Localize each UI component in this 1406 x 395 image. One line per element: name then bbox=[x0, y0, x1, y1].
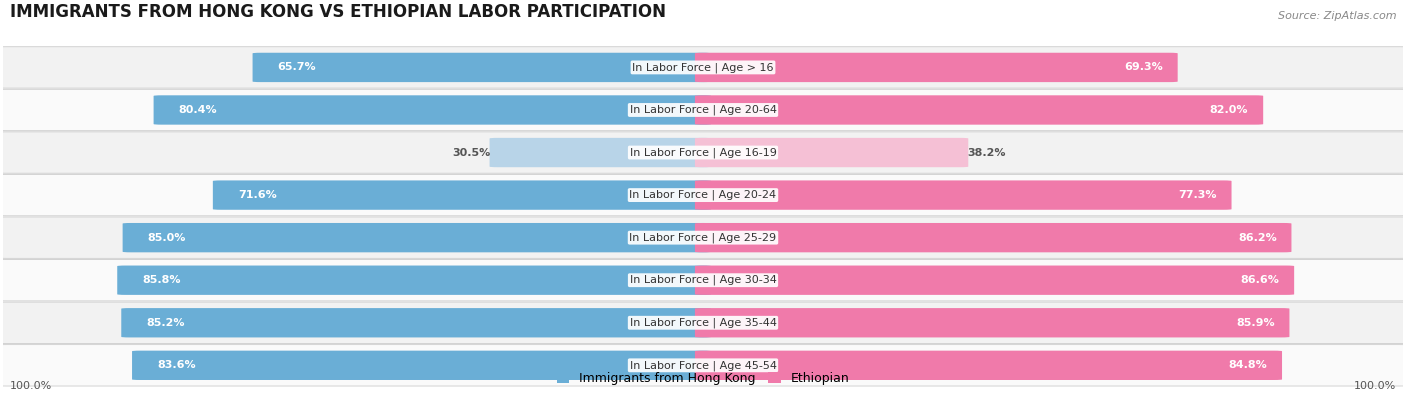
FancyBboxPatch shape bbox=[0, 260, 1406, 301]
Text: 69.3%: 69.3% bbox=[1125, 62, 1163, 72]
Text: In Labor Force | Age 25-29: In Labor Force | Age 25-29 bbox=[630, 232, 776, 243]
Text: 100.0%: 100.0% bbox=[10, 381, 52, 391]
FancyBboxPatch shape bbox=[132, 351, 711, 380]
FancyBboxPatch shape bbox=[0, 217, 1406, 258]
Text: 85.8%: 85.8% bbox=[142, 275, 180, 285]
FancyBboxPatch shape bbox=[489, 138, 711, 167]
FancyBboxPatch shape bbox=[695, 181, 1232, 210]
FancyBboxPatch shape bbox=[695, 138, 969, 167]
Text: 86.6%: 86.6% bbox=[1240, 275, 1279, 285]
Text: In Labor Force | Age 16-19: In Labor Force | Age 16-19 bbox=[630, 147, 776, 158]
Text: 85.0%: 85.0% bbox=[148, 233, 186, 243]
FancyBboxPatch shape bbox=[0, 302, 1406, 344]
Text: 38.2%: 38.2% bbox=[967, 148, 1005, 158]
Text: 65.7%: 65.7% bbox=[277, 62, 316, 72]
FancyBboxPatch shape bbox=[0, 132, 1406, 173]
FancyBboxPatch shape bbox=[253, 53, 711, 82]
FancyBboxPatch shape bbox=[695, 223, 1292, 252]
Text: In Labor Force | Age 20-64: In Labor Force | Age 20-64 bbox=[630, 105, 776, 115]
Text: In Labor Force | Age > 16: In Labor Force | Age > 16 bbox=[633, 62, 773, 73]
FancyBboxPatch shape bbox=[212, 181, 711, 210]
FancyBboxPatch shape bbox=[695, 53, 1178, 82]
FancyBboxPatch shape bbox=[153, 95, 711, 125]
Text: 80.4%: 80.4% bbox=[179, 105, 217, 115]
Text: 86.2%: 86.2% bbox=[1237, 233, 1277, 243]
Text: Source: ZipAtlas.com: Source: ZipAtlas.com bbox=[1278, 11, 1396, 21]
Text: 83.6%: 83.6% bbox=[157, 360, 195, 371]
Legend: Immigrants from Hong Kong, Ethiopian: Immigrants from Hong Kong, Ethiopian bbox=[551, 367, 855, 390]
Text: 85.9%: 85.9% bbox=[1236, 318, 1275, 328]
Text: In Labor Force | Age 35-44: In Labor Force | Age 35-44 bbox=[630, 318, 776, 328]
FancyBboxPatch shape bbox=[0, 175, 1406, 216]
Text: 30.5%: 30.5% bbox=[453, 148, 491, 158]
FancyBboxPatch shape bbox=[117, 265, 711, 295]
FancyBboxPatch shape bbox=[0, 47, 1406, 88]
Text: 85.2%: 85.2% bbox=[146, 318, 184, 328]
Text: In Labor Force | Age 45-54: In Labor Force | Age 45-54 bbox=[630, 360, 776, 371]
Text: In Labor Force | Age 20-24: In Labor Force | Age 20-24 bbox=[630, 190, 776, 200]
FancyBboxPatch shape bbox=[695, 95, 1263, 125]
FancyBboxPatch shape bbox=[695, 308, 1289, 337]
Text: 84.8%: 84.8% bbox=[1229, 360, 1267, 371]
Text: In Labor Force | Age 30-34: In Labor Force | Age 30-34 bbox=[630, 275, 776, 286]
FancyBboxPatch shape bbox=[0, 344, 1406, 386]
Text: 82.0%: 82.0% bbox=[1211, 105, 1249, 115]
FancyBboxPatch shape bbox=[695, 351, 1282, 380]
Text: 100.0%: 100.0% bbox=[1354, 381, 1396, 391]
FancyBboxPatch shape bbox=[122, 223, 711, 252]
Text: 77.3%: 77.3% bbox=[1178, 190, 1216, 200]
FancyBboxPatch shape bbox=[0, 89, 1406, 131]
FancyBboxPatch shape bbox=[695, 265, 1294, 295]
FancyBboxPatch shape bbox=[121, 308, 711, 337]
Text: 71.6%: 71.6% bbox=[238, 190, 277, 200]
Text: IMMIGRANTS FROM HONG KONG VS ETHIOPIAN LABOR PARTICIPATION: IMMIGRANTS FROM HONG KONG VS ETHIOPIAN L… bbox=[10, 3, 665, 21]
